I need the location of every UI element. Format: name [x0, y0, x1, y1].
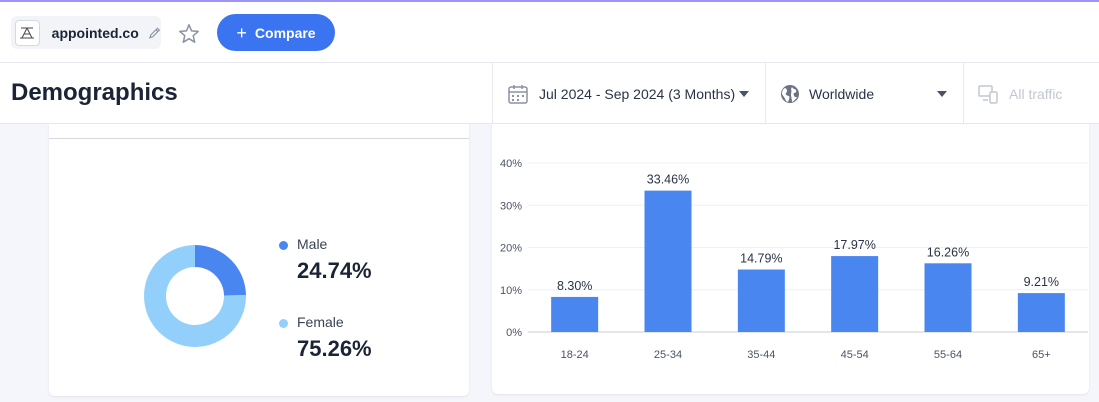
bar-data-label: 33.46% [647, 173, 689, 187]
gender-card: Male 24.74% Female 75.26% [49, 124, 469, 396]
bar-25-34[interactable] [644, 190, 692, 332]
bar-35-44[interactable] [737, 269, 785, 332]
bar-data-label: 14.79% [740, 252, 782, 266]
logo-icon [15, 19, 40, 46]
traffic-filter[interactable]: All traffic [963, 63, 1099, 124]
donut-slice-male [195, 245, 246, 296]
region-value: Worldwide [809, 85, 875, 102]
chevron-down-icon [937, 90, 947, 97]
bar-45-54[interactable] [831, 256, 879, 332]
legend-label-male: Male [297, 236, 328, 252]
x-tick-label: 18-24 [561, 349, 589, 361]
date-range-value: Jul 2024 - Sep 2024 (3 Months) [539, 85, 736, 102]
bar-data-label: 17.97% [833, 238, 875, 252]
x-tick-label: 65+ [1032, 349, 1051, 361]
legend-dot-female [279, 319, 288, 328]
page-title: Demographics [11, 79, 178, 106]
y-tick-label: 20% [500, 243, 522, 255]
bar-55-64[interactable] [924, 263, 972, 332]
site-domain: appointed.co [51, 24, 139, 41]
bar-18-24[interactable] [551, 296, 599, 332]
calendar-icon [508, 84, 528, 104]
site-chip[interactable]: appointed.co [11, 16, 161, 49]
top-accent-line [0, 0, 1099, 2]
legend-dot-male [279, 241, 288, 250]
bar-65+[interactable] [1017, 293, 1065, 332]
x-tick-label: 35-44 [747, 349, 775, 361]
chevron-down-icon [739, 90, 750, 97]
y-tick-label: 30% [500, 200, 522, 212]
legend-label-female: Female [297, 314, 344, 330]
age-card: 0% 10% 20% 30% 40% 8.30% 18-24 33.46% 25-34 14.79… [492, 124, 1089, 394]
x-tick-label: 55-64 [934, 349, 962, 361]
star-icon[interactable] [177, 22, 201, 46]
age-bar-chart: 0% 10% 20% 30% 40% 8.30% 18-24 33.46% 25-34 14.79… [500, 158, 1088, 361]
top-bar: appointed.co + Compare [0, 2, 1099, 63]
bar-data-label: 9.21% [1024, 275, 1059, 289]
pencil-icon[interactable] [148, 26, 161, 40]
y-tick-label: 40% [500, 158, 522, 170]
donut-slice-female [144, 245, 246, 347]
compare-button[interactable]: + Compare [217, 14, 335, 51]
y-tick-label: 0% [506, 327, 522, 339]
traffic-value: All traffic [1009, 85, 1063, 102]
legend-value-male: 24.74% [297, 258, 372, 283]
date-range-filter[interactable]: Jul 2024 - Sep 2024 (3 Months) [492, 63, 765, 124]
y-tick-label: 10% [500, 285, 522, 297]
compare-button-label: Compare [254, 24, 316, 41]
page-header: Demographics Jul 2024 - Sep 2024 (3 Mont… [0, 63, 1099, 124]
bar-data-label: 8.30% [557, 279, 592, 293]
region-filter[interactable]: Worldwide [765, 63, 963, 124]
x-tick-label: 25-34 [654, 349, 682, 361]
x-tick-label: 45-54 [841, 349, 869, 361]
bar-data-label: 16.26% [927, 245, 969, 259]
plus-icon: + [236, 22, 247, 43]
devices-icon [978, 84, 998, 104]
legend-value-female: 75.26% [297, 336, 372, 361]
divider [49, 138, 469, 139]
globe-icon [781, 84, 799, 103]
gender-donut-chart [144, 245, 246, 347]
